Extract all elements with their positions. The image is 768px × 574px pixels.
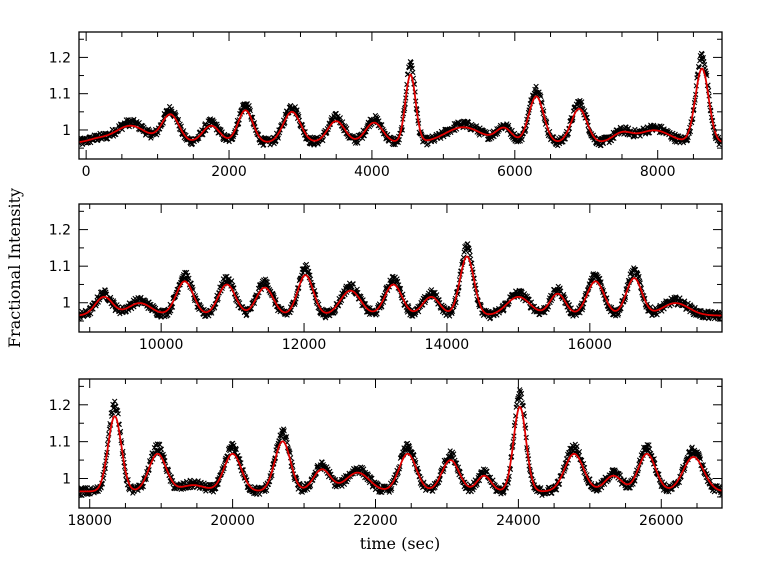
x-tick-label: 0 <box>82 164 91 180</box>
y-tick-label: 1.2 <box>49 50 71 66</box>
x-tick-label: 18000 <box>67 513 112 529</box>
observed-points <box>79 241 722 322</box>
observed-points <box>79 387 722 499</box>
plot-frame <box>78 203 723 333</box>
x-tick-label: 2000 <box>211 164 247 180</box>
x-tick-label: 16000 <box>568 337 613 353</box>
plot-frame <box>78 378 723 509</box>
panel-2: 10000 12000 14000 16000 1 1.1 1.2 <box>49 203 723 353</box>
plot-frame <box>78 31 723 160</box>
x-tick-label: 8000 <box>640 164 676 180</box>
y-tick-label: 1 <box>62 123 71 139</box>
x-tick-label: 12000 <box>282 337 327 353</box>
x-tick-label: 22000 <box>353 513 398 529</box>
model-curve-panel-3 <box>79 405 722 493</box>
x-tick-label: 24000 <box>496 513 541 529</box>
model-curve-panel-1 <box>79 67 722 143</box>
observed-series-panel-3 <box>79 387 722 499</box>
y-tick-label: 1.2 <box>49 398 71 414</box>
y-tick-label: 1 <box>62 472 71 488</box>
x-tick-label: 6000 <box>497 164 533 180</box>
x-axis-title: time (sec) <box>360 534 440 553</box>
observed-series-panel-2 <box>79 241 722 322</box>
y-tick-label: 1.1 <box>49 87 71 103</box>
y-tick-label: 1.1 <box>49 259 71 275</box>
x-tick-label: 10000 <box>139 337 184 353</box>
x-tick-label: 26000 <box>639 513 684 529</box>
panel-1: 0 2000 4000 6000 8000 1 1.1 1.2 <box>49 31 723 180</box>
y-axis-title: Fractional Intensity <box>5 188 24 348</box>
y-tick-label: 1.1 <box>49 435 71 451</box>
x-tick-label: 4000 <box>354 164 390 180</box>
y-tick-label: 1.2 <box>49 223 71 239</box>
panel-3: 18000 20000 22000 24000 26000 1 1.1 1.2 <box>49 378 723 529</box>
x-tick-label: 14000 <box>425 337 470 353</box>
y-tick-label: 1 <box>62 296 71 312</box>
x-tick-label: 20000 <box>210 513 255 529</box>
model-curve-panel-2 <box>79 255 722 317</box>
